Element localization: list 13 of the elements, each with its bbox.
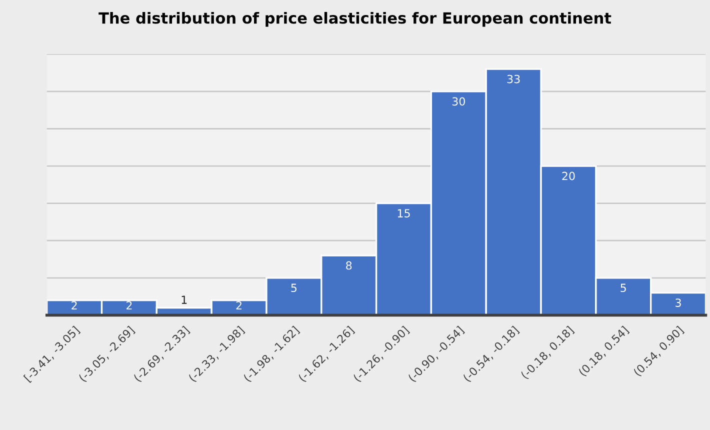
data-label: 5 xyxy=(291,284,297,292)
data-label: 1 xyxy=(182,296,187,304)
data-label: 3 xyxy=(676,298,681,307)
data-label: 5 xyxy=(620,284,626,292)
data-label: 2 xyxy=(72,301,77,310)
data-label: 2 xyxy=(126,301,132,310)
data-label: 20 xyxy=(562,172,575,180)
data-label: 2 xyxy=(236,301,242,310)
data-label: 8 xyxy=(346,261,352,270)
data-label: 33 xyxy=(507,74,520,84)
chart-title: The distribution of price elasticities for European continent xyxy=(98,12,612,27)
data-label: 15 xyxy=(398,209,410,218)
data-label: 30 xyxy=(452,97,465,106)
